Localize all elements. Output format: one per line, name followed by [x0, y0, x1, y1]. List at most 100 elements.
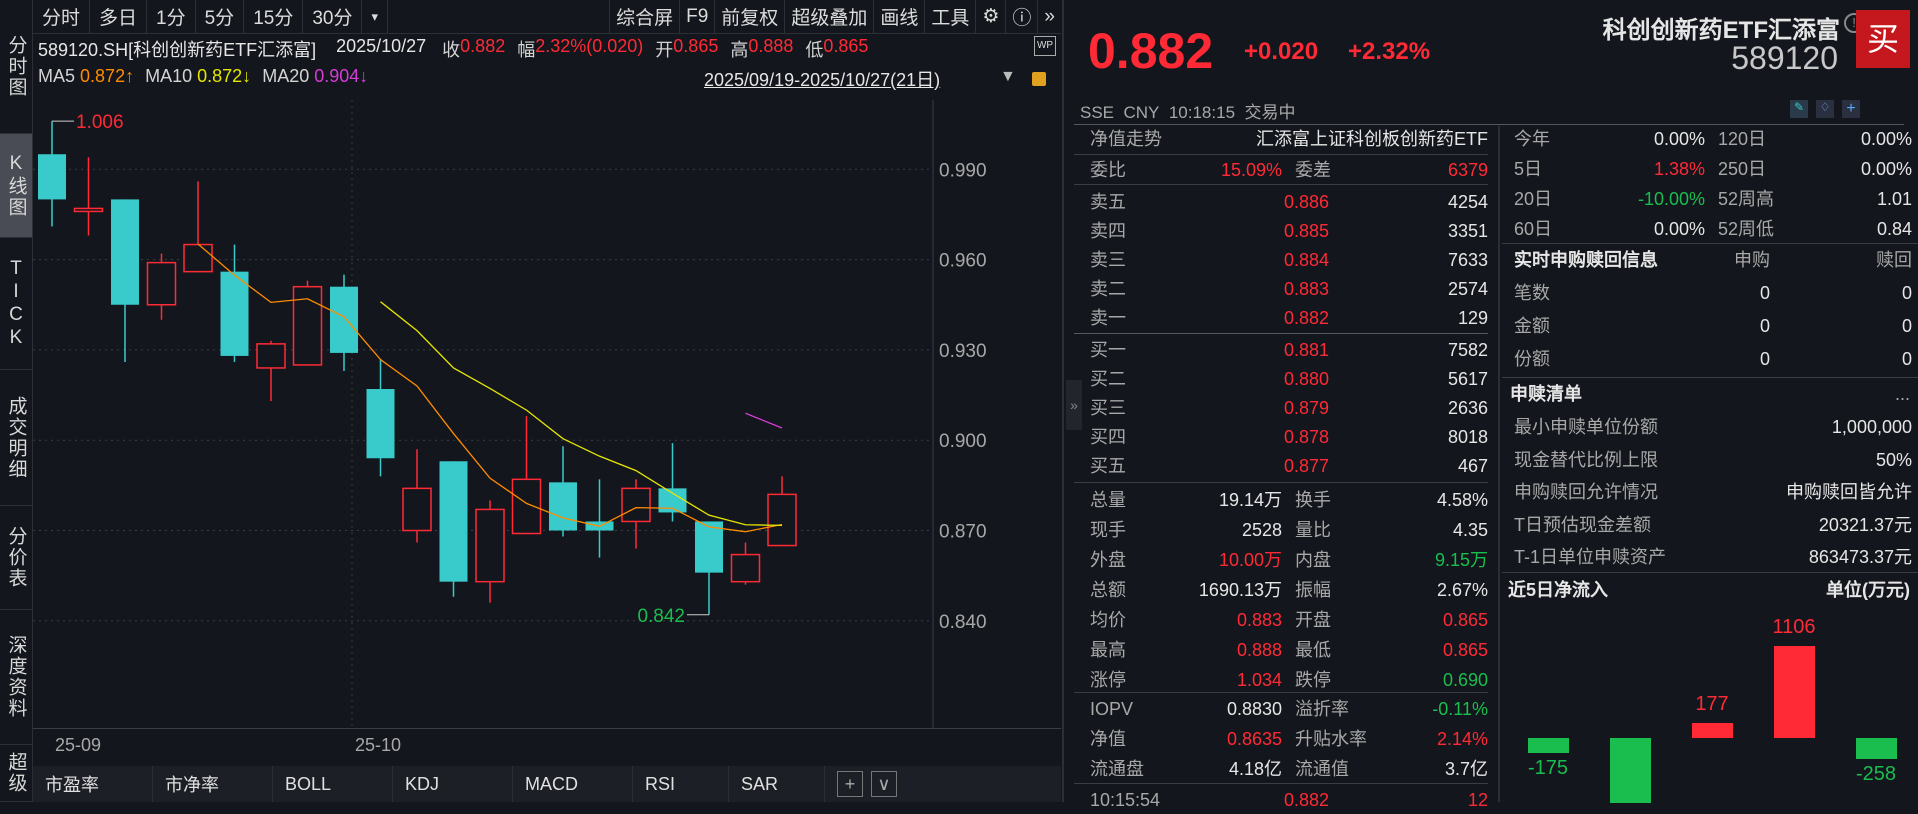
stat-value: 0.8830: [1226, 699, 1282, 719]
stat-value: 0.865: [1442, 610, 1488, 630]
sidebar-tab-5[interactable]: 深度资料: [0, 610, 32, 745]
candle-body: [366, 389, 395, 459]
toolbar-button-5[interactable]: 工具: [924, 0, 975, 34]
ask-price: 0.883: [1283, 279, 1329, 299]
wp-icon[interactable]: WP: [1034, 36, 1056, 56]
range-value: 2.32%(0.020): [535, 36, 644, 56]
sidebar-tab-2[interactable]: TICK: [0, 238, 32, 370]
toolbar-button-2[interactable]: 前复权: [714, 0, 784, 34]
indicator-tab-boll[interactable]: BOLL: [273, 766, 393, 802]
sidebar-tab-1[interactable]: K线图: [0, 134, 32, 238]
help-icon[interactable]: ⓘ: [1005, 0, 1037, 34]
sidebar-tab-6[interactable]: 超级: [0, 745, 32, 802]
indicator-tab-macd[interactable]: MACD: [513, 766, 633, 802]
stat-value: 0.00%: [1860, 129, 1912, 149]
bid-volume: 7582: [1447, 340, 1488, 360]
indicator-tab-市盈率[interactable]: 市盈率: [33, 766, 153, 802]
trading-status: 交易中: [1244, 103, 1296, 122]
stat-label: 流通盘: [1090, 759, 1144, 779]
high-value: 0.888: [748, 36, 794, 56]
bid-volume: 8018: [1447, 427, 1488, 447]
indicator-tabs: 市盈率 市净率 BOLL KDJ MACD RSI SAR + ∨: [33, 766, 1061, 802]
sidebar-tab-4[interactable]: 分价表: [0, 506, 32, 610]
stat-value: 9.15万: [1434, 550, 1488, 570]
sidebar-tab-0[interactable]: 分时图: [0, 0, 32, 134]
netflow-bar: [1692, 723, 1733, 738]
indicator-tab-rsi[interactable]: RSI: [633, 766, 729, 802]
period-tab-4[interactable]: 15分: [244, 0, 304, 34]
period-tab-0[interactable]: 分时: [33, 0, 91, 34]
bid-price: 0.881: [1283, 340, 1329, 360]
netflow-bar: [1610, 738, 1651, 803]
stat-label: 20日: [1514, 189, 1553, 209]
stat-label: 跌停: [1295, 670, 1331, 690]
fund-name: 科创创新药ETF汇添富: [1602, 17, 1840, 44]
stat-value: -10.00%: [1637, 189, 1705, 209]
more-icon[interactable]: ...: [1894, 384, 1910, 404]
candle-body: [402, 487, 432, 532]
tick-time: 10:15:54: [1090, 790, 1161, 810]
max-price-label: 1.006: [76, 112, 124, 133]
date: 2025/10/27: [336, 36, 427, 56]
period-tab-2[interactable]: 1分: [147, 0, 196, 34]
bell-icon[interactable]: ♢: [1816, 100, 1834, 118]
creation-row-label: 最小申赎单位份额: [1514, 417, 1658, 437]
bid-price: 0.878: [1283, 427, 1329, 447]
toolbar-button-0[interactable]: 综合屏: [609, 0, 679, 34]
period-more-dropdown[interactable]: ▾: [362, 0, 388, 34]
edit-icon[interactable]: ✎: [1790, 100, 1808, 118]
creation-row-value: 863473.37元: [1808, 547, 1912, 567]
netflow-bar-label: -175: [1527, 756, 1569, 779]
creation-row-label: 现金替代比例上限: [1514, 449, 1658, 470]
period-tab-3[interactable]: 5分: [196, 0, 245, 34]
indicator-tab-市净率[interactable]: 市净率: [153, 766, 273, 802]
more-indicators-button[interactable]: ∨: [871, 771, 897, 797]
netflow-bar-label: 1106: [1772, 616, 1816, 639]
indicator-tab-sar[interactable]: SAR: [729, 766, 825, 802]
candle-body: [621, 487, 651, 523]
candle-body: [183, 243, 213, 273]
sidebar-tab-label: 超级: [5, 752, 27, 794]
add-icon[interactable]: +: [1842, 100, 1860, 118]
creation-row-label: T日预估现金差额: [1514, 514, 1651, 535]
stat-value: 1690.13万: [1198, 580, 1282, 600]
candle-body: [38, 154, 66, 200]
symbol: 589120.SH[科创创新药ETF汇添富]: [38, 40, 317, 60]
creation-row-label: T-1日单位申赎资产: [1514, 547, 1667, 567]
buy-button[interactable]: 买: [1856, 10, 1910, 68]
stat-label: IOPV: [1090, 699, 1134, 719]
ask-price: 0.882: [1283, 308, 1329, 328]
toolbar-button-4[interactable]: 画线: [873, 0, 924, 34]
stat-value: 0.883: [1236, 610, 1282, 630]
x-tick-label: 25-10: [355, 735, 402, 755]
collapse-handle[interactable]: »: [1066, 380, 1082, 430]
add-indicator-button[interactable]: +: [837, 771, 863, 797]
ask-level-label: 卖三: [1090, 250, 1126, 270]
period-range[interactable]: 2025/09/19-2025/10/27(21日): [704, 70, 941, 90]
period-tab-5[interactable]: 30分: [303, 0, 363, 34]
stat-label: 5日: [1514, 159, 1543, 179]
gear-icon[interactable]: ⚙: [975, 0, 1005, 34]
stat-value: 0.00%: [1653, 219, 1705, 239]
indicator-tab-kdj[interactable]: KDJ: [393, 766, 513, 802]
kline-chart[interactable]: 0.990 0.960 0.930 0.900 0.870 0.840 1.006 0.842: [33, 100, 1061, 728]
toolbar-button-3[interactable]: 超级叠加: [784, 0, 873, 34]
last-price: 0.882: [1088, 23, 1214, 79]
expand-icon[interactable]: »: [1037, 0, 1061, 34]
candle-body: [695, 521, 723, 573]
order-book: 净值走势 汇添富上证科创板创新药ETF 委比 15.09% 委差 6379 卖五 0.886 4…: [1064, 0, 1498, 810]
lock-icon[interactable]: [1032, 72, 1046, 86]
bid-level-label: 买二: [1090, 369, 1126, 389]
ask-volume: 7633: [1447, 250, 1488, 270]
stat-label: 净值: [1090, 729, 1126, 749]
x-tick-label: 25-09: [55, 735, 102, 755]
weibi-value: 15.09%: [1220, 160, 1282, 180]
candle-body: [256, 343, 286, 369]
period-dropdown-icon[interactable]: ▼: [1000, 68, 1016, 85]
netflow-title: 近5日净流入: [1508, 580, 1609, 600]
sidebar-tab-3[interactable]: 成交明细: [0, 370, 32, 506]
redeem-value: 0: [1901, 349, 1912, 369]
market-status: SSE CNY 10:18:15 交易中: [1080, 98, 1295, 123]
toolbar-button-1[interactable]: F9: [679, 0, 714, 34]
period-tab-1[interactable]: 多日: [90, 0, 148, 34]
